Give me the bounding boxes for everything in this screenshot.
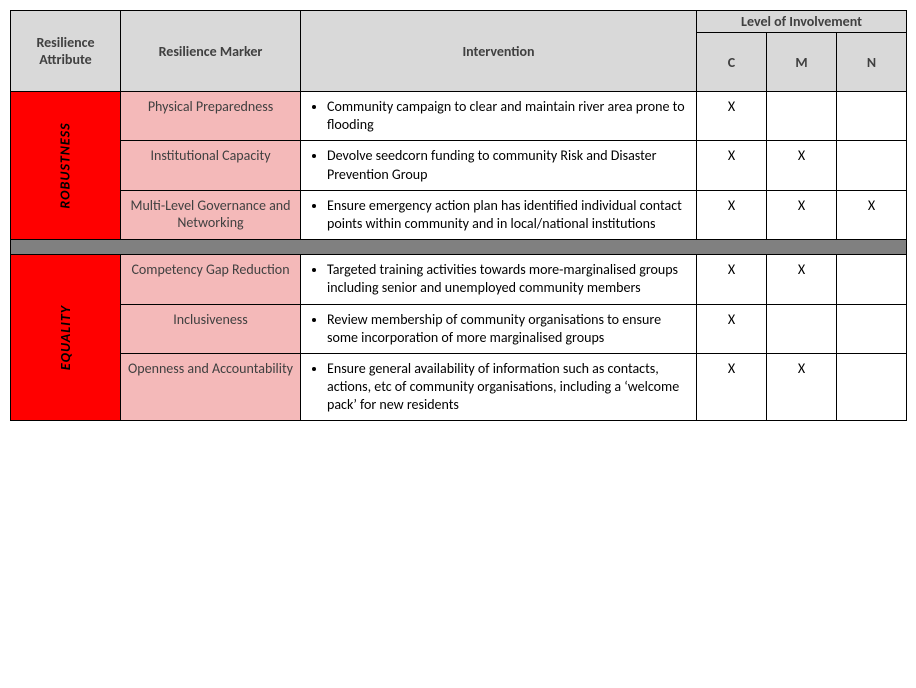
involvement-c: X: [697, 255, 767, 304]
table-row: ROBUSTNESS Physical Preparedness Communi…: [11, 92, 907, 141]
involvement-n: [837, 304, 907, 353]
header-level-n: N: [837, 33, 907, 92]
involvement-n: X: [837, 190, 907, 239]
header-level-c: C: [697, 33, 767, 92]
involvement-n: [837, 141, 907, 190]
involvement-n: [837, 92, 907, 141]
table-row: Openness and Accountability Ensure gener…: [11, 353, 907, 421]
intervention-text: Devolve seedcorn funding to community Ri…: [327, 147, 688, 183]
involvement-c: X: [697, 304, 767, 353]
marker-cell: Competency Gap Reduction: [121, 255, 301, 304]
intervention-text: Ensure emergency action plan has identif…: [327, 197, 688, 233]
section-divider: [11, 240, 907, 255]
attribute-label: EQUALITY: [57, 305, 74, 370]
intervention-text: Targeted training activities towards mor…: [327, 261, 688, 297]
attribute-cell-robustness: ROBUSTNESS: [11, 92, 121, 240]
resilience-table: Resilience Attribute Resilience Marker I…: [10, 10, 907, 421]
table-row: Institutional Capacity Devolve seedcorn …: [11, 141, 907, 190]
intervention-cell: Ensure emergency action plan has identif…: [301, 190, 697, 239]
involvement-n: [837, 353, 907, 421]
marker-cell: Inclusiveness: [121, 304, 301, 353]
involvement-m: X: [767, 190, 837, 239]
header-row-1: Resilience Attribute Resilience Marker I…: [11, 11, 907, 33]
attribute-cell-equality: EQUALITY: [11, 255, 121, 421]
intervention-text: Review membership of community organisat…: [327, 311, 688, 347]
involvement-n: [837, 255, 907, 304]
attribute-label: ROBUSTNESS: [57, 122, 74, 208]
marker-cell: Multi-Level Governance and Networking: [121, 190, 301, 239]
involvement-c: X: [697, 353, 767, 421]
marker-cell: Openness and Accountability: [121, 353, 301, 421]
header-intervention: Intervention: [301, 11, 697, 92]
intervention-text: Community campaign to clear and maintain…: [327, 98, 688, 134]
intervention-cell: Review membership of community organisat…: [301, 304, 697, 353]
table-row: EQUALITY Competency Gap Reduction Target…: [11, 255, 907, 304]
marker-cell: Institutional Capacity: [121, 141, 301, 190]
header-level-m: M: [767, 33, 837, 92]
involvement-m: X: [767, 141, 837, 190]
marker-cell: Physical Preparedness: [121, 92, 301, 141]
involvement-m: [767, 92, 837, 141]
involvement-m: X: [767, 255, 837, 304]
header-level-group: Level of Involvement: [697, 11, 907, 33]
involvement-c: X: [697, 190, 767, 239]
involvement-c: X: [697, 92, 767, 141]
involvement-m: X: [767, 353, 837, 421]
involvement-c: X: [697, 141, 767, 190]
intervention-cell: Ensure general availability of informati…: [301, 353, 697, 421]
involvement-m: [767, 304, 837, 353]
header-marker: Resilience Marker: [121, 11, 301, 92]
intervention-cell: Community campaign to clear and maintain…: [301, 92, 697, 141]
intervention-text: Ensure general availability of informati…: [327, 360, 688, 415]
table-row: Multi-Level Governance and Networking En…: [11, 190, 907, 239]
table-row: Inclusiveness Review membership of commu…: [11, 304, 907, 353]
intervention-cell: Devolve seedcorn funding to community Ri…: [301, 141, 697, 190]
header-attribute: Resilience Attribute: [11, 11, 121, 92]
intervention-cell: Targeted training activities towards mor…: [301, 255, 697, 304]
